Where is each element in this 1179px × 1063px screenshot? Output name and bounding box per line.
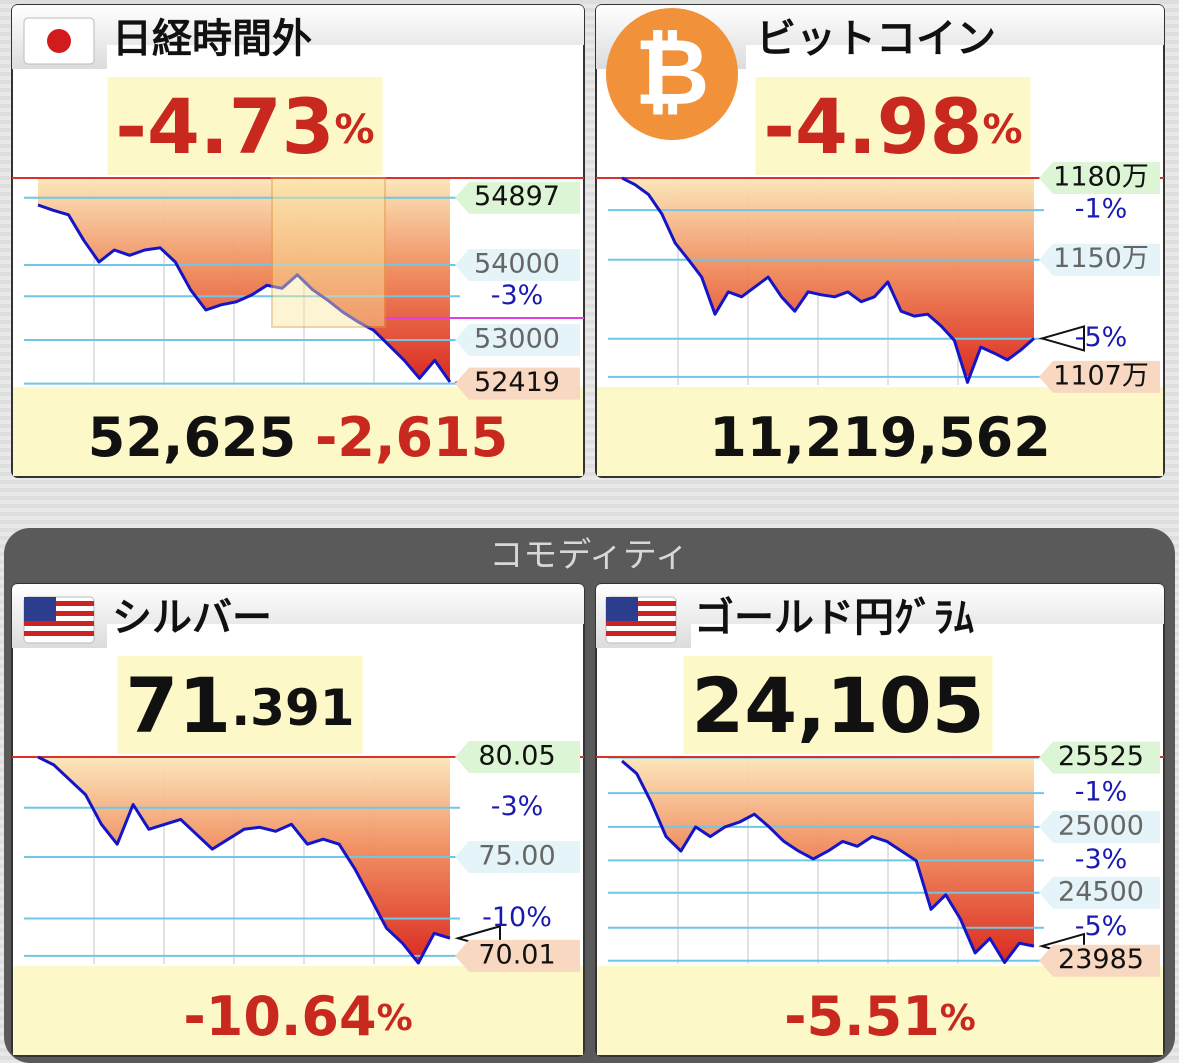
headline-part: % [982,107,1022,153]
panel: ゴールド円ｸﾞﾗﾑ 24,105 25525 -1%25000-3%24500 -5%2… [595,583,1165,1057]
us-flag [23,596,95,644]
footer-value: -5.51% [784,985,976,1048]
footer-value: -10.64% [183,985,412,1048]
headline: 24,105 [691,661,984,750]
headline-part: 71 [125,661,231,750]
level-label: -3% [491,280,544,311]
level-tag [455,324,580,356]
level-tag [455,841,580,874]
level-tag [455,249,580,281]
price-line [37,755,451,965]
title-tab [596,584,1164,648]
level-label: 24500 [1058,876,1144,907]
level-tag [1039,944,1160,977]
level-label: 52419 [474,367,560,398]
panel-title: シルバー [112,595,272,641]
level-tag [1039,360,1160,393]
headline-box [683,656,993,754]
level-label: 70.01 [478,939,555,970]
footer-part: -10.64 [183,985,376,1048]
footer-part: -5.51 [784,985,940,1048]
headline: 71.391 [125,661,354,750]
level-tag [455,939,580,972]
headline-box [755,77,1031,175]
headline-part: 24,105 [691,661,984,750]
headline-part: -4.98 [763,82,982,171]
price-line [37,203,452,383]
panel-title: ゴールド円ｸﾞﾗﾑ [694,595,974,641]
area [622,178,1034,383]
level-label: 25525 [1058,741,1144,772]
area [38,178,450,382]
footer-part: % [377,998,413,1039]
level-label: -5% [1075,911,1128,942]
level-label: 80.05 [478,741,555,772]
level-tag [1039,876,1160,909]
price-line [621,759,1035,964]
us-flag [605,596,677,644]
level-tag [1039,162,1160,194]
headline: -4.73% [115,82,374,171]
title-tab [596,5,1164,69]
panel: シルバー 71.391 80.05 -3% 75.00 -10% 70.01 -10.64% [11,583,585,1057]
price-line [621,176,1035,384]
japan-flag [23,17,95,65]
level-label: -3% [1075,844,1128,875]
footer-band [597,966,1163,1055]
panel: 日経時間外 -4.73% 54897 54000-3% 53000 52419 52,625… [11,4,585,478]
level-label: 23985 [1058,944,1144,975]
level-label: -10% [482,902,552,933]
level-label: 1180万 [1053,162,1149,193]
footer-part: % [940,998,976,1039]
highlight-box [271,177,386,328]
headline-part: % [334,107,374,153]
footer-band [597,387,1163,476]
level-label: 1150万 [1053,243,1149,274]
footer-band [13,966,583,1055]
level-label: 54000 [474,249,560,280]
level-tag [1039,810,1160,843]
level-label: -5% [1075,322,1128,353]
panel-title: 日経時間外 [112,16,312,62]
footer-band [13,387,583,476]
level-label: -1% [1075,194,1128,225]
panel-title: ビットコイン [756,16,996,62]
svg-text:₿: ₿ [635,18,710,125]
area [622,757,1034,963]
footer-gap [296,406,315,469]
current-marker [1038,325,1085,352]
footer-value: 11,219,562 [709,406,1051,469]
headline-part: -4.73 [115,82,334,171]
level-label: 1107万 [1053,360,1149,391]
level-label: 25000 [1058,810,1144,841]
footer-part: 11,219,562 [709,406,1051,469]
panels: 日経時間外-4.73%5489754000-3%530005241952,625… [11,4,1165,1057]
panel: ビットコイン -4.98% 1180万-1% 1150万 -5% 1107万11,219,… [595,4,1165,478]
level-tag [1039,741,1160,774]
headline-box [107,77,383,175]
level-label: 53000 [474,324,560,355]
title-tab [12,5,584,69]
bitcoin-icon: ₿ [606,8,738,140]
footer-part: -2,615 [315,406,508,469]
level-label: -3% [491,791,544,822]
level-tag [455,181,580,214]
level-tag [455,741,580,773]
headline-part: .391 [231,679,354,737]
level-label: 75.00 [478,841,555,872]
footer-part: 52,625 [88,406,296,469]
headline: -4.98% [763,82,1022,171]
group-label: コモディティ [489,536,689,576]
level-tag [455,367,580,400]
footer-value: 52,625 -2,615 [88,406,508,469]
icons: ₿ [23,8,738,644]
title-tab [12,584,584,648]
level-label: 54897 [474,181,560,212]
level-label: -1% [1075,777,1128,808]
headline-box [117,656,363,754]
level-tag [1039,243,1160,276]
